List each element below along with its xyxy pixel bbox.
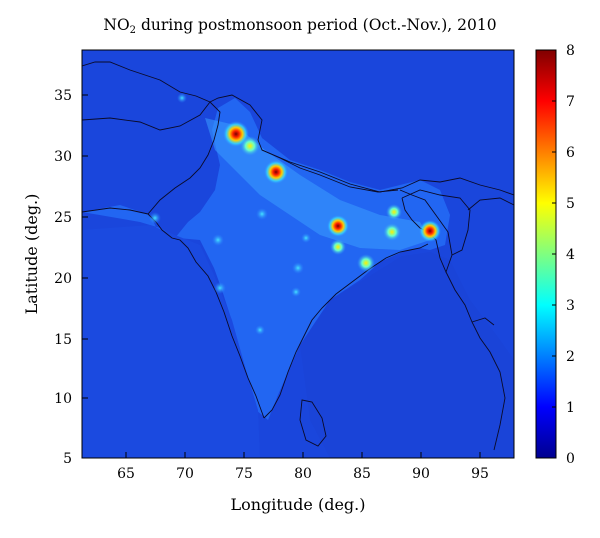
x-tick-marks	[125, 452, 481, 458]
gangetic-plain-glow	[205, 118, 430, 250]
colorbar-tick-label: 0	[566, 451, 575, 467]
y-tick-label: 25	[54, 210, 72, 226]
hotspot-minor-7	[301, 233, 311, 243]
colorbar-tick-label: 7	[566, 94, 575, 110]
y-tick-label: 35	[54, 88, 72, 104]
colorbar-tick-label: 6	[566, 145, 575, 161]
x-tick-label: 70	[176, 466, 194, 482]
x-tick-label: 95	[471, 466, 489, 482]
hotspot-jharkhand	[383, 223, 401, 241]
hotspot-minor-1	[149, 212, 161, 224]
colorbar-tick-label: 2	[566, 349, 575, 365]
x-tick-label: 85	[353, 466, 371, 482]
x-tick-label: 80	[294, 466, 312, 482]
hotspot-minor-9	[255, 325, 265, 335]
hotspot-minor-8	[291, 287, 301, 297]
y-tick-label: 30	[54, 149, 72, 165]
nepal-border	[261, 149, 399, 193]
plot-frame	[81, 49, 515, 459]
colorbar-tick-marks	[552, 49, 556, 408]
y-tick-label: 15	[54, 332, 72, 348]
hotspot-minor-4	[212, 234, 224, 246]
northeast-border	[401, 189, 471, 256]
hotspot-minor-3	[292, 262, 304, 274]
sri-lanka	[299, 399, 327, 447]
hotspot-minor-6	[256, 208, 268, 220]
hotspot-minor-5	[177, 93, 187, 103]
y-tick-label: 5	[63, 451, 72, 467]
y-tick-marks	[82, 94, 88, 459]
bangladesh-border	[399, 189, 453, 274]
y-axis: 35 30 25 20 15 10 5 Latitude (deg.)	[22, 88, 88, 467]
x-tick-label: 75	[235, 466, 253, 482]
x-axis-label: Longitude (deg.)	[231, 495, 366, 514]
land-region	[82, 98, 450, 420]
x-axis: 65 70 75 80 85 90 95 Longitude (deg.)	[117, 452, 489, 514]
hotspot-chhattisgarh	[330, 239, 346, 255]
colorbar-tick-label: 8	[566, 43, 575, 59]
colorbar-tick-label: 3	[566, 298, 575, 314]
afghanistan-border	[82, 101, 211, 131]
y-tick-label: 20	[54, 271, 72, 287]
colorbar-tick-label: 5	[566, 196, 575, 212]
y-tick-label: 10	[54, 391, 72, 407]
hotspot-odisha	[357, 254, 375, 272]
map-plot-area	[82, 50, 514, 458]
colorbar-tick-label: 4	[566, 247, 575, 263]
myanmar-border	[467, 197, 514, 211]
hotspot-dhaka	[419, 220, 441, 242]
myanmar-coast	[445, 271, 506, 451]
hotspot-punjab	[240, 136, 260, 156]
hotspot-minor-2	[214, 282, 226, 294]
north-border	[82, 94, 514, 215]
x-tick-label: 90	[412, 466, 430, 482]
coastlines-borders	[82, 61, 514, 451]
south-tip-east-coast	[263, 243, 429, 419]
bay-blue-shade	[300, 252, 514, 458]
y-axis-label: Latitude (deg.)	[22, 194, 41, 315]
west-coastline	[147, 213, 265, 419]
hotspot-delhi	[264, 160, 288, 184]
chart-title: NO2 during postmonsoon period (Oct.-Nov.…	[103, 16, 497, 36]
no2-hotspots	[149, 93, 441, 335]
hotspot-varanasi	[327, 215, 349, 237]
arabian-sea-shade	[82, 225, 260, 458]
colorbar: 8 7 6 5 4 3 2 1 0	[535, 43, 575, 467]
hotspot-bihar	[386, 204, 402, 220]
pakistan-border	[82, 61, 221, 215]
colorbar-tick-label: 1	[566, 400, 575, 416]
x-tick-label: 65	[117, 466, 135, 482]
